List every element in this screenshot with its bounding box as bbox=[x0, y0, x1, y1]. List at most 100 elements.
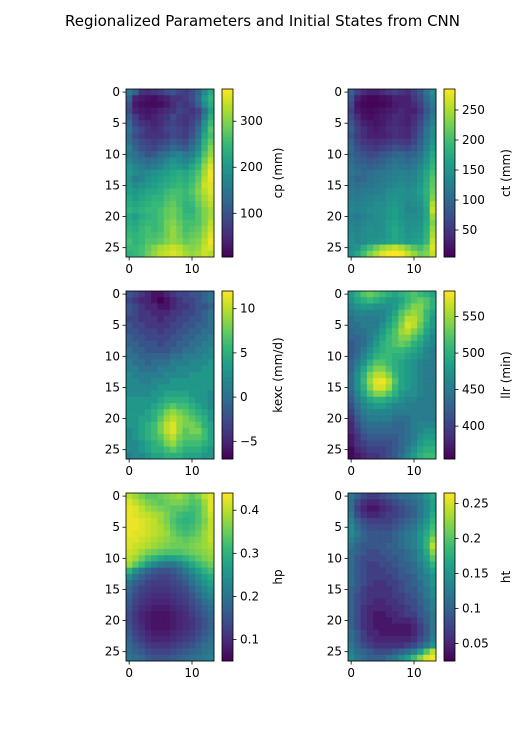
heatmap-cell bbox=[385, 291, 393, 298]
heatmap-cell bbox=[157, 365, 165, 373]
heatmap-cell bbox=[366, 505, 374, 513]
heatmap-cell bbox=[126, 493, 133, 500]
heatmap-cell bbox=[429, 163, 437, 171]
heatmap-cell bbox=[429, 359, 437, 367]
heatmap-cell bbox=[207, 169, 215, 177]
heatmap-cell bbox=[348, 499, 355, 506]
heatmap-cell bbox=[195, 328, 202, 335]
heatmap-cell bbox=[176, 636, 183, 643]
heatmap-cell bbox=[360, 499, 368, 506]
heatmap-cell bbox=[348, 371, 355, 379]
heatmap-cell bbox=[423, 573, 431, 581]
heatmap-cell bbox=[176, 132, 183, 140]
heatmap-cell bbox=[392, 409, 399, 416]
heatmap-cell bbox=[429, 107, 437, 115]
heatmap-cell bbox=[423, 592, 431, 600]
colorbar-segment bbox=[222, 499, 233, 502]
colorbar-segment bbox=[444, 532, 455, 536]
heatmap-cell bbox=[404, 151, 412, 158]
heatmap-cell bbox=[195, 415, 202, 423]
colorbar-segment bbox=[222, 177, 233, 180]
heatmap-cell bbox=[366, 138, 374, 146]
heatmap-cell bbox=[188, 107, 196, 115]
colorbar-segment bbox=[444, 650, 455, 653]
colorbar-segment bbox=[444, 614, 455, 618]
heatmap-cell bbox=[132, 334, 139, 342]
heatmap-cell bbox=[354, 598, 361, 606]
heatmap-cell bbox=[201, 219, 209, 227]
heatmap-cell bbox=[195, 592, 202, 600]
heatmap-cell bbox=[410, 95, 418, 102]
heatmap-cell bbox=[170, 163, 177, 171]
heatmap-cell bbox=[151, 138, 158, 146]
heatmap-cell bbox=[195, 396, 202, 404]
heatmap-cell bbox=[157, 188, 165, 196]
heatmap-cell bbox=[182, 138, 190, 146]
heatmap-cell bbox=[182, 113, 190, 121]
heatmap-cell bbox=[385, 617, 393, 625]
heatmap-cell bbox=[385, 623, 393, 631]
heatmap-cell bbox=[195, 629, 202, 637]
heatmap-cell bbox=[366, 315, 374, 323]
heatmap-cell bbox=[348, 434, 355, 441]
colorbar-segment bbox=[222, 183, 233, 186]
heatmap-cell bbox=[423, 636, 431, 643]
heatmap-cell bbox=[207, 315, 215, 323]
heatmap-cell bbox=[126, 182, 133, 189]
heatmap-cell bbox=[404, 182, 412, 189]
heatmap-cell bbox=[429, 309, 437, 317]
heatmap-cell bbox=[170, 101, 177, 109]
heatmap-cell bbox=[385, 555, 393, 562]
heatmap-cell bbox=[126, 328, 133, 335]
heatmap-cell bbox=[138, 446, 146, 454]
heatmap-cell bbox=[126, 303, 133, 311]
heatmap-cell bbox=[366, 151, 374, 158]
colorbar-segment bbox=[444, 585, 455, 588]
heatmap-cell bbox=[195, 434, 202, 441]
colorbar-segment bbox=[444, 242, 455, 245]
heatmap-cell bbox=[429, 409, 437, 416]
heatmap-cell bbox=[195, 499, 202, 506]
heatmap-cell bbox=[417, 617, 424, 625]
heatmap-cell bbox=[151, 322, 158, 329]
heatmap-cell bbox=[404, 334, 412, 342]
heatmap-cell bbox=[176, 378, 183, 385]
heatmap-cell bbox=[170, 315, 177, 323]
heatmap-cell bbox=[163, 297, 171, 304]
heatmap-cell bbox=[348, 536, 355, 544]
heatmap-cell bbox=[360, 309, 368, 317]
heatmap-cell bbox=[144, 353, 152, 360]
heatmap-cell bbox=[201, 561, 209, 569]
heatmap-cell bbox=[138, 642, 146, 649]
heatmap-cell bbox=[404, 132, 412, 140]
heatmap-cell bbox=[144, 169, 152, 177]
heatmap-cell bbox=[392, 629, 399, 637]
heatmap-cell bbox=[163, 194, 171, 202]
heatmap-cell bbox=[354, 238, 361, 245]
heatmap-cell bbox=[398, 434, 405, 441]
heatmap-cell bbox=[157, 176, 165, 183]
heatmap-cell bbox=[429, 232, 437, 239]
heatmap-cell bbox=[354, 536, 361, 544]
heatmap-cell bbox=[379, 340, 387, 348]
heatmap-cell bbox=[151, 291, 158, 298]
colorbar-tick-label: 100 bbox=[462, 193, 485, 207]
heatmap-cell bbox=[429, 188, 437, 196]
heatmap-cell bbox=[188, 493, 196, 500]
heatmap-cell bbox=[182, 225, 190, 233]
heatmap-cell bbox=[126, 384, 133, 391]
heatmap-cell bbox=[195, 89, 202, 96]
colorbar-segment bbox=[222, 333, 233, 336]
heatmap-cell bbox=[207, 542, 215, 550]
heatmap-cell bbox=[157, 390, 165, 398]
heatmap-cell bbox=[144, 648, 152, 656]
heatmap-cell bbox=[417, 297, 424, 304]
heatmap-cell bbox=[144, 549, 152, 556]
heatmap-cell bbox=[410, 182, 418, 189]
y-tick-label: 0 bbox=[334, 287, 342, 301]
heatmap-cell bbox=[157, 151, 165, 158]
heatmap-cell bbox=[151, 384, 158, 391]
heatmap-cell bbox=[157, 648, 165, 656]
y-tick-label: 20 bbox=[327, 210, 342, 224]
heatmap-cell bbox=[138, 225, 146, 233]
